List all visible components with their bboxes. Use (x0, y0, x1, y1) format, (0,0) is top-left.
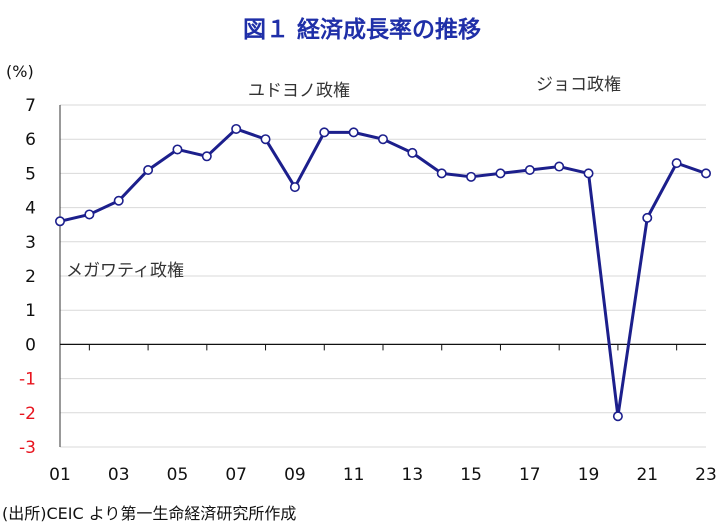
y-tick-label: -2 (19, 404, 36, 424)
data-point (554, 161, 565, 172)
data-point (466, 171, 477, 182)
x-tick-label: 19 (578, 465, 600, 485)
y-tick-label: -3 (19, 438, 36, 458)
x-tick-label: 11 (343, 465, 365, 485)
data-point (84, 209, 95, 220)
x-tick-label: 09 (284, 465, 306, 485)
y-tick-label: 2 (25, 267, 36, 287)
x-tick-label: 13 (402, 465, 424, 485)
data-point (143, 164, 154, 175)
y-tick-label: 7 (25, 96, 36, 116)
data-point (260, 134, 271, 145)
data-point (524, 164, 535, 175)
data-point (201, 151, 212, 162)
chart-title: 図１ 経済成長率の推移 (242, 17, 481, 43)
x-tick-label: 23 (695, 465, 717, 485)
y-tick-label: 0 (25, 335, 36, 355)
data-point (671, 158, 682, 169)
x-tick-label: 01 (49, 465, 71, 485)
data-point (700, 168, 711, 179)
x-tick-label: 03 (108, 465, 130, 485)
y-axis-unit: (%) (6, 62, 34, 81)
data-point (54, 216, 65, 227)
data-point (583, 168, 594, 179)
gridlines (60, 104, 706, 448)
axes (59, 105, 706, 447)
y-tick-label: 4 (25, 199, 36, 219)
x-tick-label: 05 (167, 465, 189, 485)
annotation-megawati: メガワティ政権 (66, 261, 184, 281)
data-point (231, 123, 242, 134)
y-tick-label: -1 (19, 370, 36, 390)
y-tick-label: 3 (25, 233, 36, 253)
series-gdp-growth (54, 123, 711, 422)
data-point (612, 411, 623, 422)
data-point (289, 182, 300, 193)
x-tick-label: 07 (225, 465, 247, 485)
data-point (495, 168, 506, 179)
y-tick-labels: 7 6 5 4 3 2 1 0 -1 -2 -3 (19, 96, 36, 458)
x-tick-label: 21 (636, 465, 658, 485)
data-point (113, 195, 124, 206)
data-point (642, 212, 653, 223)
y-tick-label: 5 (25, 164, 36, 184)
data-point (319, 127, 330, 138)
data-point (377, 134, 388, 145)
data-point (348, 127, 359, 138)
data-point (436, 168, 447, 179)
data-point (172, 144, 183, 155)
source-note: (出所)CEIC より第一生命経済研究所作成 (2, 504, 297, 523)
annotation-jokowi: ジョコ政権 (536, 75, 621, 95)
x-tick-labels: 01 03 05 07 09 11 13 15 17 19 21 23 (49, 465, 717, 485)
data-point (407, 147, 418, 158)
x-tick-label: 17 (519, 465, 541, 485)
annotation-yudhoyono: ユドヨノ政権 (248, 81, 350, 101)
x-tick-label: 15 (460, 465, 482, 485)
y-tick-label: 1 (25, 301, 36, 321)
y-tick-label: 6 (25, 130, 36, 150)
